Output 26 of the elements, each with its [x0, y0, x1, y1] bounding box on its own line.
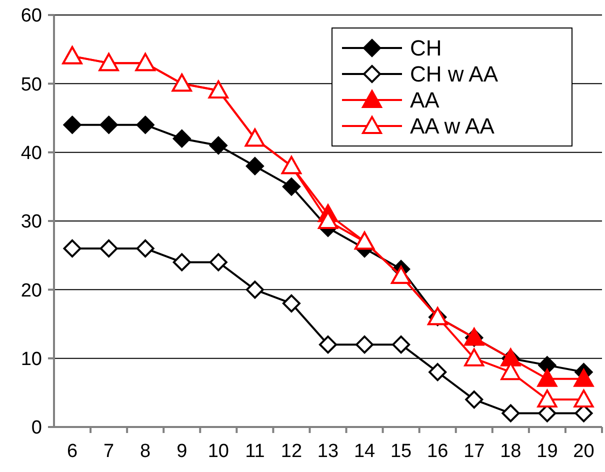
x-tick-label: 19 — [536, 441, 558, 462]
legend-label: AA w AA — [410, 114, 495, 139]
x-tick-label: 7 — [104, 441, 114, 462]
legend-label: AA — [410, 88, 440, 113]
x-tick-label: 12 — [280, 441, 302, 462]
x-tick-label: 11 — [245, 441, 265, 462]
y-tick-label: 0 — [31, 418, 42, 439]
y-tick-label: 10 — [20, 348, 42, 370]
x-tick-label: 10 — [208, 441, 229, 462]
y-tick-label: 30 — [20, 212, 42, 233]
x-tick-label: 13 — [317, 441, 339, 462]
x-tick-label: 8 — [140, 441, 151, 462]
x-tick-label: 15 — [390, 441, 412, 462]
x-tick-label: 16 — [427, 441, 448, 462]
legend-label: CH w AA — [410, 62, 498, 87]
x-tick-label: 18 — [500, 441, 522, 462]
y-tick-label: 50 — [20, 74, 42, 96]
x-tick-label: 14 — [354, 441, 376, 462]
y-tick-label: 20 — [20, 280, 42, 302]
y-tick-label: 40 — [20, 142, 42, 164]
legend-label: CH — [410, 36, 442, 61]
x-tick-label: 9 — [176, 441, 188, 462]
x-tick-label: 6 — [66, 441, 78, 462]
y-tick-label: 60 — [20, 6, 42, 27]
x-tick-label: 17 — [464, 441, 485, 462]
x-tick-label: 20 — [573, 441, 594, 462]
